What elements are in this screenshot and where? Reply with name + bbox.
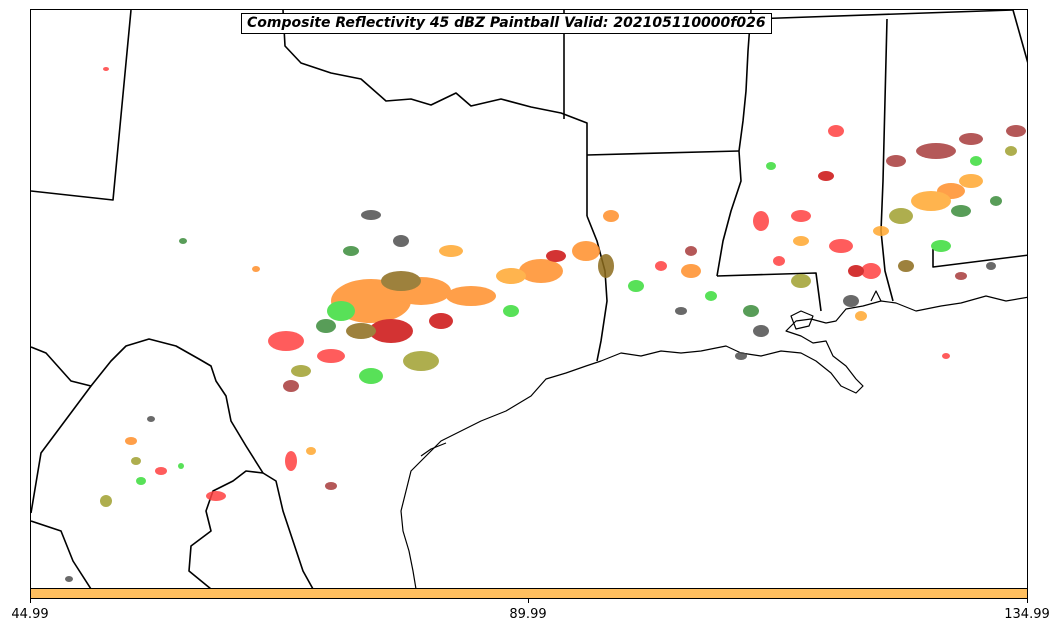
mobile-bay [870,290,882,302]
texas-panhandle-east [282,10,588,216]
mississippi-river [716,10,752,277]
nm-west-border [31,10,132,201]
map-panel [30,9,1028,589]
colorbar [30,588,1028,599]
colorbar-tick-label-mid: 89.99 [509,607,547,622]
lake-pontchartrain [790,310,814,330]
colorbar-tick-max [1027,599,1028,603]
nm-tx-border [31,385,92,514]
map-canvas [31,10,1027,588]
reflectivity-paintballs [65,67,1026,582]
map-title: Composite Reflectivity 45 dBZ Paintball … [241,13,772,34]
coastline [400,290,1027,588]
colorbar-tick-label-min: 44.99 [11,607,49,622]
rio-grande [31,338,314,588]
state-boundaries [31,10,1027,588]
colorbar-tick-label-max: 134.99 [1004,607,1050,622]
al-fl-border [932,249,1027,268]
al-ga-border [1012,10,1027,63]
mexico-states-1 [31,520,92,588]
ar-north [586,150,740,156]
ar-la-texas [586,215,608,362]
tn-north [750,10,1014,20]
barrier-island [420,442,447,457]
colorbar-tick-min [30,599,31,603]
mexico-states-2 [188,470,264,588]
colorbar-tick-mid [528,599,529,603]
la-ms-border [716,272,822,312]
